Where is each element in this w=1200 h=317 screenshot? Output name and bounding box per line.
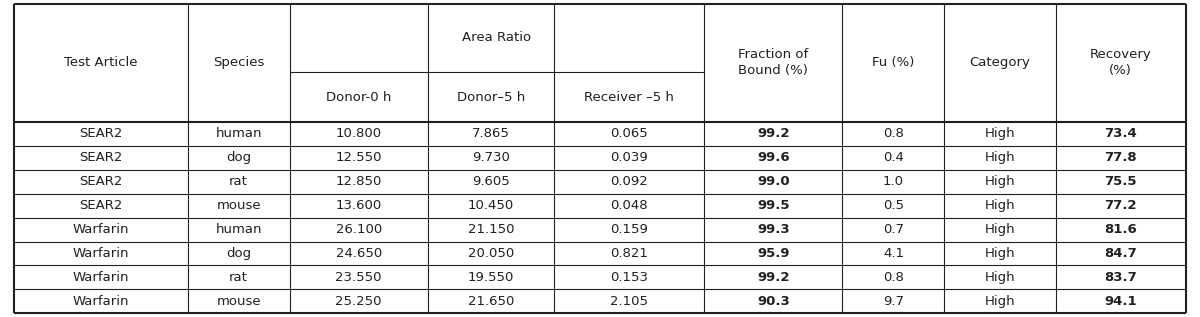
Text: SEAR2: SEAR2 [79,175,122,188]
Text: High: High [985,271,1015,284]
Text: High: High [985,247,1015,260]
Text: mouse: mouse [216,199,260,212]
Text: rat: rat [229,175,248,188]
Text: 75.5: 75.5 [1104,175,1136,188]
Text: 0.8: 0.8 [883,271,904,284]
Text: Test Article: Test Article [65,56,138,69]
Text: 0.159: 0.159 [611,223,648,236]
Text: High: High [985,175,1015,188]
Text: 12.850: 12.850 [336,175,382,188]
Text: High: High [985,223,1015,236]
Text: 10.800: 10.800 [336,127,382,140]
Text: 0.8: 0.8 [883,127,904,140]
Text: 10.450: 10.450 [468,199,515,212]
Text: Fu (%): Fu (%) [872,56,914,69]
Text: 19.550: 19.550 [468,271,515,284]
Text: 9.730: 9.730 [472,152,510,165]
Text: Fraction of
Bound (%): Fraction of Bound (%) [738,49,809,77]
Text: 95.9: 95.9 [757,247,790,260]
Text: dog: dog [226,247,251,260]
Text: 99.5: 99.5 [757,199,790,212]
Text: Warfarin: Warfarin [73,295,130,308]
Text: SEAR2: SEAR2 [79,152,122,165]
Text: 99.2: 99.2 [757,271,790,284]
Text: High: High [985,199,1015,212]
Text: 4.1: 4.1 [883,247,904,260]
Text: rat: rat [229,271,248,284]
Text: Warfarin: Warfarin [73,247,130,260]
Text: 0.821: 0.821 [611,247,648,260]
Text: High: High [985,295,1015,308]
Text: 0.065: 0.065 [611,127,648,140]
Text: 1.0: 1.0 [883,175,904,188]
Text: 20.050: 20.050 [468,247,515,260]
Text: 77.8: 77.8 [1104,152,1136,165]
Text: SEAR2: SEAR2 [79,199,122,212]
Text: 99.2: 99.2 [757,127,790,140]
Text: Donor–5 h: Donor–5 h [457,90,526,104]
Text: Recovery
(%): Recovery (%) [1090,49,1152,77]
Text: human: human [216,223,262,236]
Text: 2.105: 2.105 [611,295,648,308]
Text: High: High [985,152,1015,165]
Text: 7.865: 7.865 [472,127,510,140]
Text: 99.0: 99.0 [757,175,790,188]
Text: 94.1: 94.1 [1104,295,1136,308]
Text: SEAR2: SEAR2 [79,127,122,140]
Text: Area Ratio: Area Ratio [462,31,532,44]
Text: 77.2: 77.2 [1104,199,1136,212]
Text: 25.250: 25.250 [336,295,382,308]
Text: 99.3: 99.3 [757,223,790,236]
Text: 9.7: 9.7 [883,295,904,308]
Text: Species: Species [212,56,264,69]
Text: Category: Category [970,56,1031,69]
Text: 21.150: 21.150 [468,223,515,236]
Text: 0.153: 0.153 [611,271,648,284]
Text: 12.550: 12.550 [336,152,382,165]
Text: Warfarin: Warfarin [73,271,130,284]
Text: 0.7: 0.7 [883,223,904,236]
Text: 26.100: 26.100 [336,223,382,236]
Text: 99.6: 99.6 [757,152,790,165]
Text: Donor-0 h: Donor-0 h [326,90,391,104]
Text: 90.3: 90.3 [757,295,790,308]
Text: 0.048: 0.048 [611,199,648,212]
Text: 21.650: 21.650 [468,295,515,308]
Text: human: human [216,127,262,140]
Text: 0.5: 0.5 [883,199,904,212]
Text: Receiver –5 h: Receiver –5 h [584,90,674,104]
Text: 13.600: 13.600 [336,199,382,212]
Text: mouse: mouse [216,295,260,308]
Text: 0.092: 0.092 [611,175,648,188]
Text: 73.4: 73.4 [1104,127,1136,140]
Text: 23.550: 23.550 [336,271,382,284]
Text: 0.039: 0.039 [611,152,648,165]
Text: 83.7: 83.7 [1104,271,1136,284]
Text: 24.650: 24.650 [336,247,382,260]
Text: Warfarin: Warfarin [73,223,130,236]
Text: 84.7: 84.7 [1104,247,1136,260]
Text: dog: dog [226,152,251,165]
Text: 9.605: 9.605 [473,175,510,188]
Text: 81.6: 81.6 [1104,223,1136,236]
Text: High: High [985,127,1015,140]
Text: 0.4: 0.4 [883,152,904,165]
